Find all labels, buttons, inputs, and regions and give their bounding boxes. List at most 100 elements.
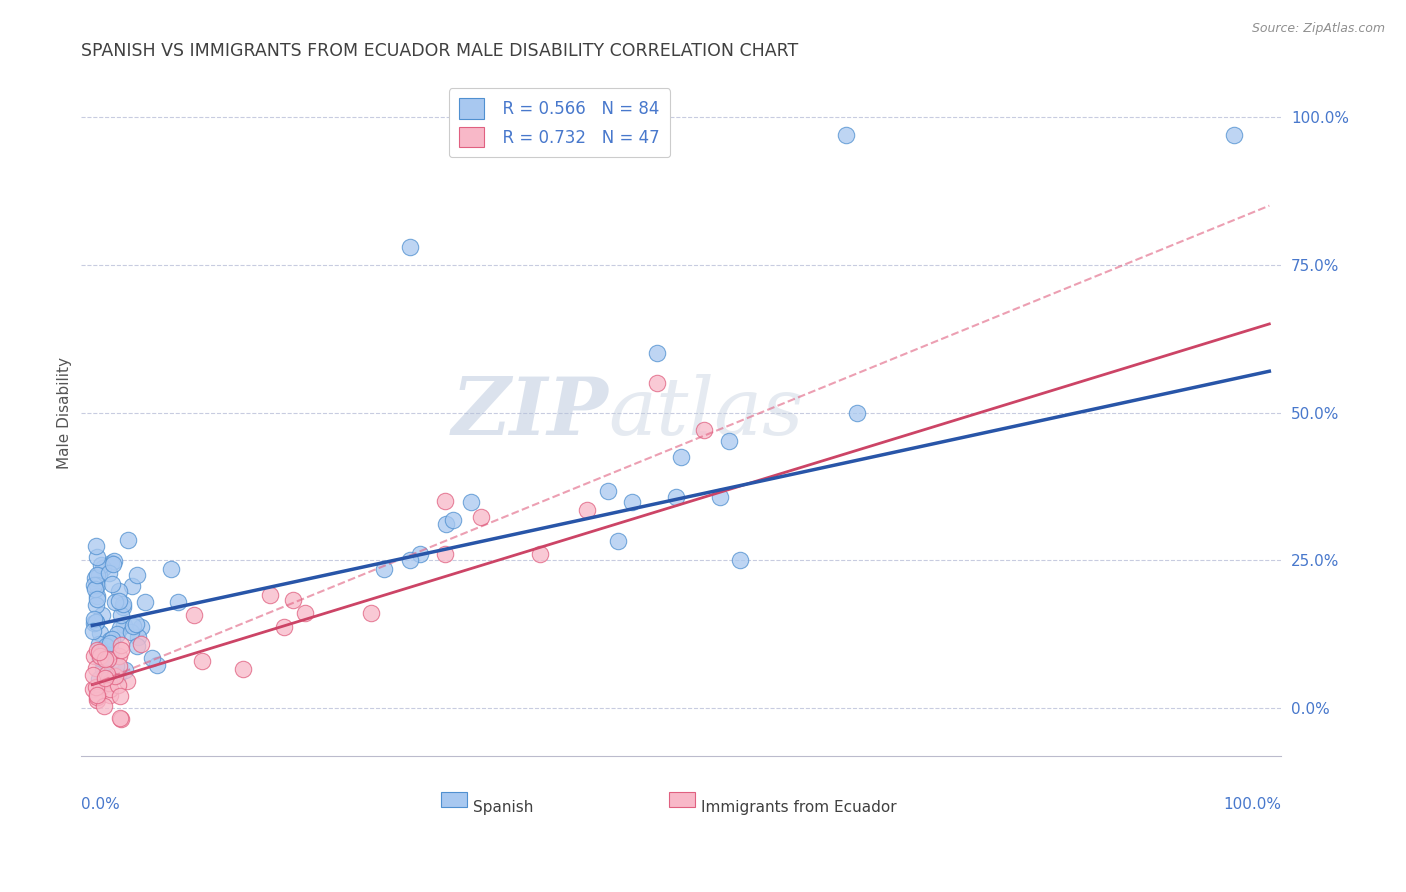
Point <box>127 630 149 644</box>
Point <box>110 638 132 652</box>
Point <box>84 615 107 629</box>
Text: 100.0%: 100.0% <box>1223 797 1281 812</box>
Point <box>86 549 108 564</box>
Point <box>89 643 111 657</box>
Point <box>114 663 136 677</box>
Point <box>93 673 115 687</box>
Point <box>86 615 108 629</box>
Point <box>294 606 316 620</box>
Point <box>89 649 111 664</box>
Point <box>101 557 124 571</box>
Point <box>470 510 492 524</box>
Text: SPANISH VS IMMIGRANTS FROM ECUADOR MALE DISABILITY CORRELATION CHART: SPANISH VS IMMIGRANTS FROM ECUADOR MALE … <box>80 42 797 60</box>
Point <box>86 692 108 706</box>
Point <box>86 589 108 603</box>
Point <box>620 495 643 509</box>
Point <box>87 567 110 582</box>
Point <box>100 556 122 570</box>
Point <box>117 533 139 547</box>
Point <box>110 643 132 657</box>
Point <box>259 588 281 602</box>
Point <box>717 434 740 448</box>
Point <box>1223 128 1246 142</box>
Point <box>82 624 104 638</box>
Point <box>125 568 148 582</box>
Point <box>112 597 135 611</box>
Point <box>105 627 128 641</box>
Point <box>834 128 856 142</box>
Point <box>94 655 117 669</box>
Point <box>104 594 127 608</box>
Point <box>104 669 127 683</box>
Point <box>86 643 108 657</box>
Point <box>84 571 107 585</box>
Point <box>100 644 122 658</box>
Point <box>90 680 112 694</box>
Point <box>98 688 121 702</box>
Point <box>728 553 751 567</box>
Point <box>91 608 114 623</box>
Point <box>575 503 598 517</box>
Point <box>101 632 124 647</box>
Point <box>398 553 420 567</box>
Point <box>645 346 668 360</box>
Text: 0.0%: 0.0% <box>80 797 120 812</box>
Point <box>434 517 457 532</box>
Point <box>121 618 143 632</box>
FancyBboxPatch shape <box>669 792 695 807</box>
Point <box>232 662 254 676</box>
Point <box>94 640 117 654</box>
Point <box>159 562 181 576</box>
Point <box>110 690 132 704</box>
Point <box>107 678 129 692</box>
Point <box>98 566 121 580</box>
Point <box>82 681 104 696</box>
Point <box>399 240 422 254</box>
Point <box>110 712 132 726</box>
Point <box>441 512 464 526</box>
Point <box>373 562 395 576</box>
Point <box>97 675 120 690</box>
Point <box>96 650 118 665</box>
Point <box>664 490 686 504</box>
Point <box>125 639 148 653</box>
Point <box>84 661 107 675</box>
Point <box>84 680 107 694</box>
Point <box>596 484 619 499</box>
Point <box>107 583 129 598</box>
Point <box>134 595 156 609</box>
Point <box>645 376 668 390</box>
Point <box>108 659 131 673</box>
Point <box>93 671 115 685</box>
Point <box>86 568 108 582</box>
Point <box>110 608 132 623</box>
Point <box>409 547 432 561</box>
Point <box>87 672 110 686</box>
Point <box>709 490 731 504</box>
Point <box>846 406 869 420</box>
Point <box>434 494 457 508</box>
Point <box>98 682 121 697</box>
Legend:   R = 0.566   N = 84,   R = 0.732   N = 47: R = 0.566 N = 84, R = 0.732 N = 47 <box>449 88 671 157</box>
Point <box>83 578 105 592</box>
Y-axis label: Male Disability: Male Disability <box>58 357 72 468</box>
Point <box>83 582 105 596</box>
Point <box>87 637 110 651</box>
Point <box>108 593 131 607</box>
Point <box>693 423 716 437</box>
Point <box>146 657 169 672</box>
Point <box>115 673 138 688</box>
Point <box>91 647 114 661</box>
Point <box>82 668 104 682</box>
Point <box>120 624 142 639</box>
Point <box>669 450 692 465</box>
Point <box>606 533 628 548</box>
Text: ZIP: ZIP <box>451 374 609 451</box>
Point <box>89 651 111 665</box>
Point <box>460 495 482 509</box>
Point <box>96 667 118 681</box>
Point <box>360 607 382 621</box>
Point <box>121 579 143 593</box>
Point <box>89 651 111 665</box>
Point <box>83 612 105 626</box>
